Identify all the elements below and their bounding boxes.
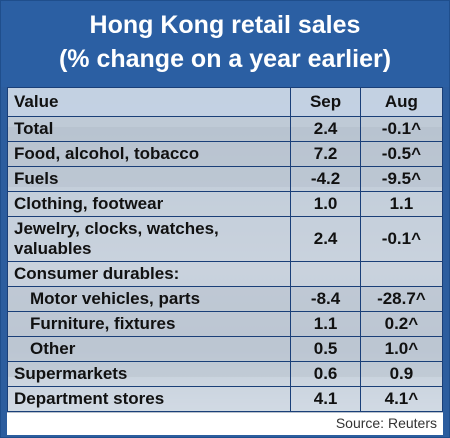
table-row: Jewelry, clocks, watches, valuables 2.4 …	[6, 216, 444, 262]
sep-value: 7.2	[290, 141, 361, 167]
aug-value	[359, 261, 444, 287]
table-row: Motor vehicles, parts -8.4 -28.7^	[6, 286, 444, 312]
table-row: Furniture, fixtures 1.1 0.2^	[6, 311, 444, 337]
header-value: Value	[6, 87, 292, 117]
row-label: Fuels	[6, 166, 292, 192]
title-banner: Hong Kong retail sales (% change on a ye…	[1, 1, 449, 87]
aug-value: 0.9	[359, 361, 444, 387]
aug-value: 1.0^	[359, 336, 444, 362]
retail-sales-table: Value Sep Aug Total 2.4 -0.1^ Food, alco…	[6, 87, 444, 412]
table-row: Food, alcohol, tobacco 7.2 -0.5^	[6, 141, 444, 167]
header-sep: Sep	[290, 87, 361, 117]
aug-value: -0.5^	[359, 141, 444, 167]
row-label: Department stores	[6, 386, 292, 412]
table-row: Other 0.5 1.0^	[6, 336, 444, 362]
aug-value: 1.1	[359, 191, 444, 217]
table-row: Fuels -4.2 -9.5^	[6, 166, 444, 192]
row-label: Total	[6, 116, 292, 142]
title-line-1: Hong Kong retail sales	[89, 11, 361, 39]
sep-value: 0.6	[290, 361, 361, 387]
aug-value: -0.1^	[359, 116, 444, 142]
sep-value: 1.0	[290, 191, 361, 217]
row-label: Supermarkets	[6, 361, 292, 387]
sep-value: 2.4	[290, 116, 361, 142]
row-label: Clothing, footwear	[6, 191, 292, 217]
aug-value: 4.1^	[359, 386, 444, 412]
table-row: Consumer durables:	[6, 261, 444, 287]
source-bar: Source: Reuters	[7, 413, 443, 435]
row-label: Furniture, fixtures	[6, 311, 292, 337]
table-area: Value Sep Aug Total 2.4 -0.1^ Food, alco…	[6, 87, 444, 413]
sep-value: 4.1	[290, 386, 361, 412]
aug-value: -0.1^	[359, 216, 444, 262]
sep-value: 2.4	[290, 216, 361, 262]
header-aug: Aug	[359, 87, 444, 117]
sep-value: -4.2	[290, 166, 361, 192]
table-row: Total 2.4 -0.1^	[6, 116, 444, 142]
row-label: Jewelry, clocks, watches, valuables	[6, 216, 292, 262]
sep-value: -8.4	[290, 286, 361, 312]
table-row: Supermarkets 0.6 0.9	[6, 361, 444, 387]
aug-value: -9.5^	[359, 166, 444, 192]
source-note: Source: Reuters	[335, 415, 437, 431]
row-label: Food, alcohol, tobacco	[6, 141, 292, 167]
sep-value	[290, 261, 361, 287]
row-label: Other	[6, 336, 292, 362]
table-row: Department stores 4.1 4.1^	[6, 386, 444, 412]
title-line-2: (% change on a year earlier)	[58, 45, 392, 73]
sep-value: 0.5	[290, 336, 361, 362]
table-row: Clothing, footwear 1.0 1.1	[6, 191, 444, 217]
row-label: Consumer durables:	[6, 261, 292, 287]
aug-value: -28.7^	[359, 286, 444, 312]
row-label: Motor vehicles, parts	[6, 286, 292, 312]
aug-value: 0.2^	[359, 311, 444, 337]
sep-value: 1.1	[290, 311, 361, 337]
